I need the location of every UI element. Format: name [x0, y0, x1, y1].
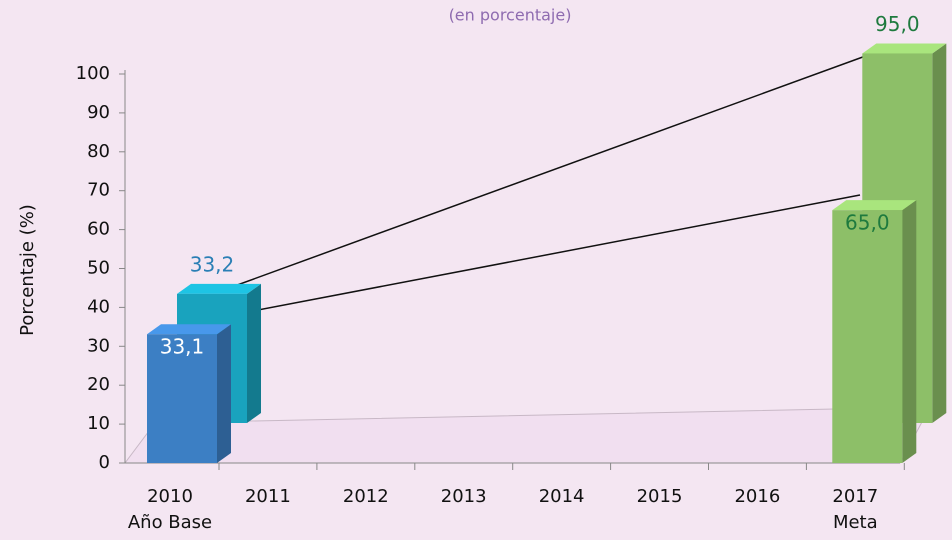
x-tick-label: 2016 — [734, 486, 780, 507]
y-tick-label: 90 — [87, 102, 110, 123]
bar-side — [902, 200, 917, 463]
bar — [147, 334, 217, 463]
value-label: 33,2 — [190, 252, 235, 276]
bar-top — [832, 200, 917, 211]
x-tick-label: 2011 — [245, 486, 291, 507]
leader — [217, 49, 883, 293]
y-tick-label: 20 — [87, 374, 110, 395]
y-tick-label: 40 — [87, 296, 110, 317]
y-tick-label: 30 — [87, 335, 110, 356]
y-tick-label: 10 — [87, 413, 110, 434]
bar-top — [862, 43, 947, 54]
y-tick-label: 80 — [87, 141, 110, 162]
bar-top — [147, 324, 231, 335]
x-tick-note: Meta — [833, 512, 878, 533]
bar-top — [177, 283, 261, 294]
bar-side — [247, 283, 261, 423]
x-tick-label: 2014 — [539, 486, 585, 507]
y-tick-label: 60 — [87, 219, 110, 240]
y-axis-label: Porcentaje (%) — [17, 204, 38, 336]
bar — [832, 210, 903, 463]
x-tick-label: 2010 — [147, 486, 193, 507]
y-tick-label: 50 — [87, 258, 110, 279]
value-label: 65,0 — [845, 211, 890, 235]
value-label: 95,0 — [875, 12, 920, 36]
x-tick-note: Año Base — [128, 512, 212, 533]
bar-side — [217, 324, 231, 463]
y-tick-label: 100 — [76, 63, 110, 84]
x-tick-label: 2017 — [832, 486, 878, 507]
subtitle: (en porcentaje) — [449, 6, 572, 25]
bar-side — [932, 43, 947, 423]
leader — [189, 194, 861, 324]
y-tick-label: 0 — [99, 452, 110, 473]
x-tick-label: 2013 — [441, 486, 487, 507]
value-label: 33,1 — [160, 335, 205, 359]
x-tick-label: 2015 — [637, 486, 683, 507]
y-tick-label: 70 — [87, 180, 110, 201]
x-tick-label: 2012 — [343, 486, 389, 507]
